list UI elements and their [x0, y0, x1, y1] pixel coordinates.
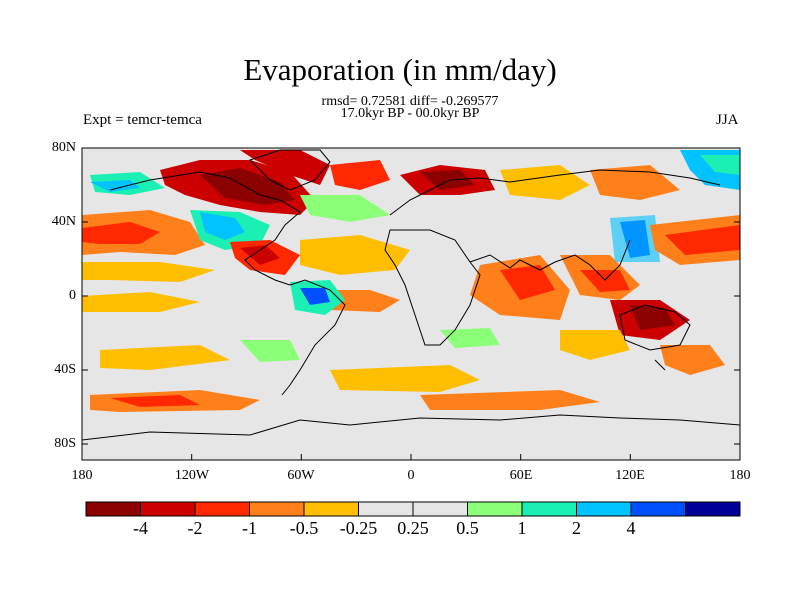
- colorbar-label: 1: [517, 518, 527, 538]
- coast-north-america: [109, 171, 301, 286]
- colorbar-box: [358, 501, 414, 517]
- lon-tick-label: 180: [729, 468, 751, 483]
- colorbar-label: 0.5: [456, 518, 479, 538]
- colorbar-label: -1: [242, 518, 257, 538]
- stats-line: rmsd= 0.72581 diff= -0.269577: [321, 94, 499, 109]
- colorbar-label: -0.25: [339, 518, 378, 538]
- lon-tick-label: 120W: [174, 468, 210, 483]
- colorbar-label: 0.25: [397, 518, 429, 538]
- anomaly-fields: [82, 150, 740, 412]
- colorbar-box: [412, 501, 468, 517]
- coast-africa: [384, 229, 481, 346]
- experiment-label: Expt = temcr-temca: [83, 112, 202, 128]
- lat-tick-label: 80S: [54, 436, 76, 451]
- colorbar-box: [467, 501, 523, 517]
- lon-tick-label: 0: [407, 468, 415, 483]
- lon-tick-label: 180: [71, 468, 93, 483]
- tick-marks: [81, 147, 741, 460]
- lat-tick-label: 40N: [51, 214, 76, 229]
- figure-title: Evaporation (in mm/day): [243, 52, 557, 87]
- colorbar-box: [85, 501, 141, 517]
- coast-europe-asia: [389, 169, 721, 216]
- coast-antarctica: [81, 414, 741, 441]
- lon-tick-label: 60E: [509, 468, 533, 483]
- colorbar-label: 2: [572, 518, 581, 538]
- lat-tick-label: 80N: [51, 140, 76, 155]
- period-line: 17.0kyr BP - 00.0kyr BP: [340, 106, 480, 121]
- colorbar-label: -2: [187, 518, 203, 538]
- lat-tick-label: 40S: [54, 362, 76, 377]
- colorbar-box: [194, 501, 250, 517]
- lon-tick-label: 120E: [615, 468, 645, 483]
- colorbar-box: [685, 501, 741, 517]
- coast-australia: [619, 304, 691, 351]
- lon-tick-label: 60W: [287, 468, 315, 483]
- colorbar-box: [303, 501, 359, 517]
- season-label: JJA: [716, 112, 739, 128]
- colorbar-box: [576, 501, 632, 517]
- colorbar-box: [249, 501, 305, 517]
- colorbar-label: -4: [133, 518, 148, 538]
- colorbar-box: [140, 501, 196, 517]
- colorbar-box: [521, 501, 577, 517]
- coast-greenland: [249, 149, 331, 191]
- colorbar-label: -0.5: [289, 518, 319, 538]
- lat-tick-label: 0: [69, 288, 76, 303]
- colorbar-label: 4: [626, 518, 636, 538]
- coastlines: [81, 149, 741, 441]
- colorbar-box: [630, 501, 686, 517]
